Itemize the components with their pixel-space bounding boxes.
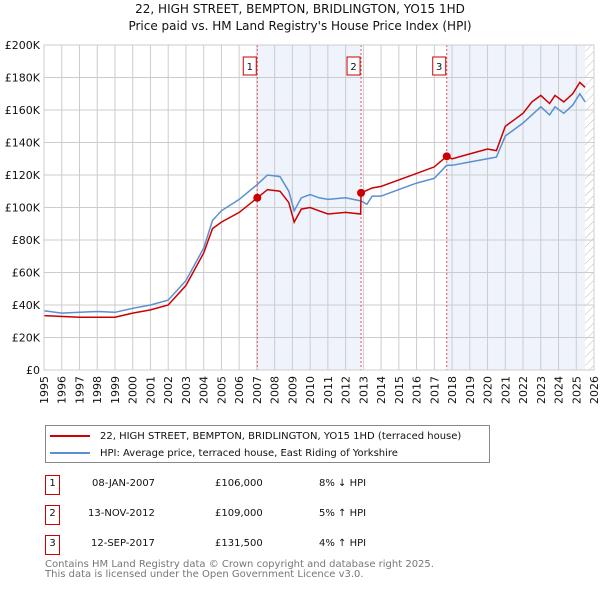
x-tick-label: 2009: [286, 376, 299, 404]
x-tick-label: 2011: [322, 376, 335, 404]
x-tick-label: 1999: [109, 376, 122, 404]
sale-marker-label: 2: [45, 505, 60, 525]
x-tick-label: 2025: [570, 376, 583, 404]
y-tick-label: £100K: [5, 202, 41, 215]
x-tick-label: 1998: [91, 376, 104, 404]
sale-price: £106,000: [215, 478, 263, 489]
sale-row: 2 13-NOV-2012 £109,000 5% ↑ HPI: [45, 505, 465, 525]
x-tick-label: 2018: [446, 376, 459, 404]
y-tick-label: £60K: [12, 267, 41, 280]
property-price-line: [43, 81, 586, 318]
footer-line: This data is licensed under the Open Gov…: [45, 569, 364, 580]
legend: 22, HIGH STREET, BEMPTON, BRIDLINGTON, Y…: [45, 425, 490, 463]
sale-label: 1: [247, 62, 253, 73]
y-tick-label: £180K: [5, 72, 41, 85]
x-tick-label: 2020: [482, 376, 495, 404]
x-tick-label: 2010: [304, 376, 317, 404]
x-tick-label: 2015: [393, 376, 406, 404]
sale-row: 3 12-SEP-2017 £131,500 4% ↑ HPI: [45, 535, 465, 555]
chart-title: 22, HIGH STREET, BEMPTON, BRIDLINGTON, Y…: [135, 2, 465, 16]
price-chart: 22, HIGH STREET, BEMPTON, BRIDLINGTON, Y…: [5, 2, 600, 404]
y-tick-label: £20K: [12, 332, 41, 345]
x-tick-label: 2004: [198, 376, 211, 404]
sale-label-box: [242, 56, 257, 76]
sale-hpi: 4% ↑ HPI: [319, 538, 367, 549]
x-tick-label: 2005: [215, 376, 228, 404]
footer-line: Contains HM Land Registry data © Crown c…: [45, 559, 434, 570]
x-tick-label: 2016: [411, 376, 424, 404]
sale-label: 3: [436, 62, 442, 73]
plot-border: [43, 44, 595, 371]
sale-hpi: 8% ↓ HPI: [319, 478, 367, 489]
x-tick-label: 2014: [375, 376, 388, 404]
sale-date: 08-JAN-2007: [92, 478, 156, 489]
y-tick-label: £200K: [5, 39, 41, 52]
y-tick-label: £120K: [5, 169, 41, 182]
sale-date: 13-NOV-2012: [88, 508, 155, 519]
sale-label-box: [432, 56, 447, 76]
x-tick-label: 2017: [428, 376, 441, 404]
sale-label: 2: [350, 62, 356, 73]
x-tick-label: 2007: [251, 376, 264, 404]
x-tick-label: 1996: [56, 376, 69, 404]
x-tick-label: 2013: [357, 376, 370, 404]
x-tick-label: 2001: [144, 376, 157, 404]
sale-price: £109,000: [215, 508, 263, 519]
legend-item-property: 22, HIGH STREET, BEMPTON, BRIDLINGTON, Y…: [50, 429, 461, 443]
x-tick-label: 2002: [162, 376, 175, 404]
x-tick-label: 2008: [269, 376, 282, 404]
y-tick-label: £140K: [5, 137, 41, 150]
x-tick-label: 2026: [588, 376, 600, 404]
x-tick-label: 2021: [499, 376, 512, 404]
sale-row: 1 08-JAN-2007 £106,000 8% ↓ HPI: [45, 475, 465, 495]
x-tick-label: 2000: [127, 376, 140, 404]
legend-swatch-blue: [50, 452, 90, 454]
x-tick-label: 2022: [517, 376, 530, 404]
legend-label: 22, HIGH STREET, BEMPTON, BRIDLINGTON, Y…: [100, 430, 462, 442]
sale-point: [357, 188, 366, 197]
sale-marker-label: 3: [45, 535, 60, 555]
hpi-line: [43, 92, 586, 314]
y-tick-label: £0: [26, 364, 40, 377]
footer: Contains HM Land Registry data © Crown c…: [45, 560, 434, 580]
sale-label-box: [346, 56, 361, 76]
sale-hpi: 5% ↑ HPI: [319, 508, 367, 519]
sale-point: [253, 193, 262, 202]
sale-price: £131,500: [215, 538, 263, 549]
x-tick-label: 1997: [73, 376, 86, 404]
legend-swatch-red: [50, 435, 90, 437]
x-tick-label: 2003: [180, 376, 193, 404]
legend-label: HPI: Average price, terraced house, East…: [100, 447, 398, 459]
x-tick-label: 2019: [464, 376, 477, 404]
sale-marker-label: 1: [45, 475, 60, 495]
x-tick-label: 2023: [535, 376, 548, 404]
y-tick-label: £40K: [12, 299, 41, 312]
x-tick-label: 2012: [340, 376, 353, 404]
legend-item-hpi: HPI: Average price, terraced house, East…: [50, 446, 398, 460]
y-tick-label: £160K: [5, 104, 41, 117]
x-tick-label: 2024: [553, 376, 566, 404]
x-tick-label: 2006: [233, 376, 246, 404]
chart-subtitle: Price paid vs. HM Land Registry's House …: [128, 19, 471, 33]
x-tick-label: 1995: [38, 376, 51, 404]
sale-point: [442, 152, 451, 161]
y-tick-label: £80K: [12, 234, 41, 247]
sale-date: 12-SEP-2017: [91, 538, 155, 549]
